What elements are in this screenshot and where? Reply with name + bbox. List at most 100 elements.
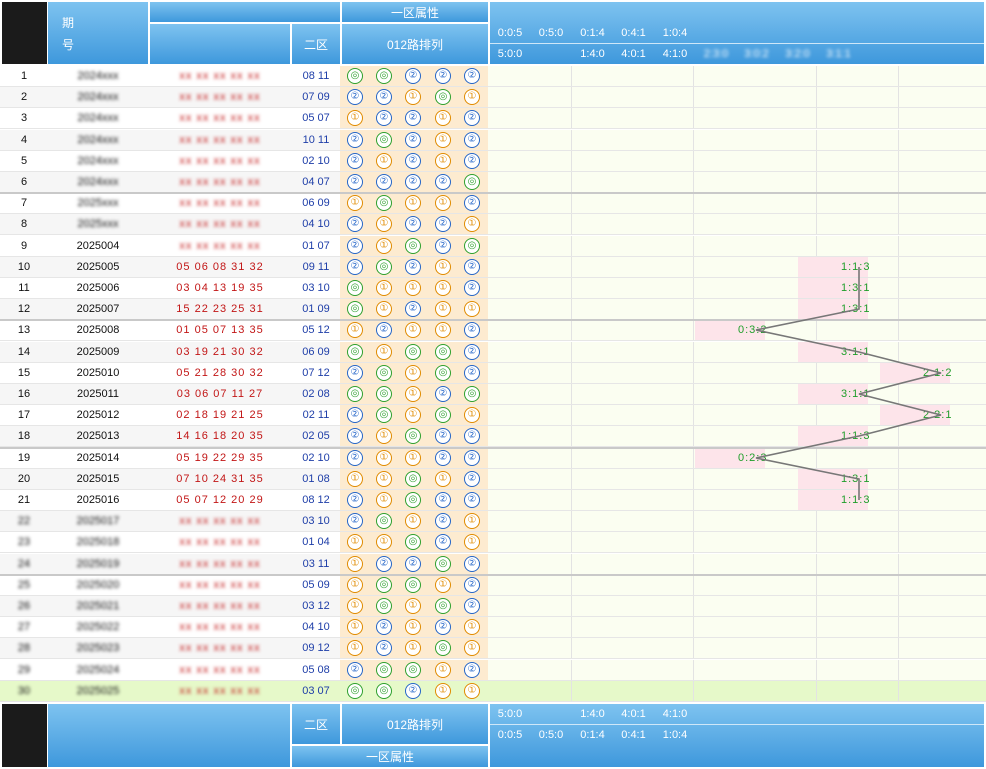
footer-ratio-row2-cell: 0:5:0 — [538, 729, 564, 741]
pattern-mark-2: ② — [464, 259, 480, 275]
pattern-mark-1: ① — [347, 577, 363, 593]
ratio-column-divider — [571, 448, 572, 468]
row-issue-number: 2025025 — [76, 685, 120, 697]
row-ratio-track — [488, 681, 986, 701]
ratio-column-divider — [898, 66, 899, 86]
row-pattern-cells: ② ◎ ① ◎ ② — [340, 363, 488, 383]
pattern-mark-2: ② — [347, 132, 363, 148]
ratio-value: 3:1:1 — [841, 346, 871, 358]
ratio-column-divider — [571, 342, 572, 362]
ratio-column-divider — [693, 172, 694, 192]
row-pattern-cells: ② ◎ ② ① ② — [340, 130, 488, 150]
ratio-header-row1-cell: 0:1:4 — [580, 27, 605, 39]
pattern-mark-2: ② — [405, 110, 421, 126]
pattern-mark-1: ① — [405, 619, 421, 635]
table-row: 2 2024xxx xx xx xx xx xx 07 09 ② ② ① ◎ ① — [0, 87, 986, 108]
ratio-value: 2:1:2 — [923, 367, 953, 379]
footer-ratio-row1-cell: 4:0:1 — [621, 708, 646, 720]
row-index: 11 — [18, 282, 30, 294]
ratio-column-divider — [693, 193, 694, 213]
row-issue-number: 2024xxx — [77, 91, 119, 103]
pattern-mark-2: ② — [435, 68, 451, 84]
ratio-header-row2-cell: 4:1:0 — [662, 48, 688, 60]
ratio-value: 1:3:1 — [841, 282, 871, 294]
pattern-mark-2: ② — [464, 68, 480, 84]
footer-issue-cell — [48, 704, 290, 767]
row-issue-number: 2025018 — [76, 536, 120, 548]
pattern-mark-1: ① — [435, 683, 451, 699]
pattern-mark-1: ① — [376, 280, 392, 296]
row-zone2-numbers: 02 08 — [302, 388, 330, 400]
pattern-mark-1: ① — [376, 216, 392, 232]
table-row: 13 2025008 01 05 07 13 35 05 12 ① ② ① ① ② 0:3:2 — [0, 320, 986, 341]
table-row: 20 2025015 07 10 24 31 35 01 08 ① ① ◎ ① ② 1:3:1 — [0, 469, 986, 490]
row-pattern-cells: ① ② ① ◎ ① — [340, 638, 488, 658]
row-index: 13 — [17, 324, 31, 336]
ratio-column-divider — [571, 405, 572, 425]
row-zone1-numbers: 03 04 13 19 35 — [176, 282, 264, 294]
ratio-hit-cell — [695, 320, 765, 340]
row-zone1-numbers: 14 16 18 20 35 — [176, 430, 264, 442]
pattern-mark-1: ① — [435, 662, 451, 678]
row-pattern-cells: ◎ ① ① ① ② — [340, 278, 488, 298]
pattern-mark-1: ① — [435, 577, 451, 593]
ratio-column-divider — [898, 617, 899, 637]
ratio-column-divider — [571, 236, 572, 256]
row-zone2-numbers: 06 09 — [302, 346, 330, 358]
ratio-column-divider — [571, 490, 572, 510]
row-zone2-numbers: 08 11 — [302, 70, 330, 82]
ratio-value: 2:2:1 — [923, 409, 953, 421]
row-issue-number: 2024xxx — [77, 134, 119, 146]
row-index: 1 — [20, 70, 28, 82]
pattern-mark-2: ② — [405, 153, 421, 169]
ratio-column-divider — [693, 405, 694, 425]
ratio-header-row1-cell: 1:0:4 — [662, 27, 688, 39]
row-zone1-numbers: xx xx xx xx xx — [179, 664, 261, 676]
pattern-mark-2: ② — [464, 365, 480, 381]
ratio-column-divider — [693, 426, 694, 446]
ratio-column-divider — [571, 660, 572, 680]
pattern-mark-1: ① — [435, 110, 451, 126]
ratio-header — [490, 2, 984, 64]
pattern-mark-1: ① — [347, 598, 363, 614]
zone2-header: 二区 — [292, 24, 340, 64]
pattern-mark-0: ◎ — [376, 513, 392, 529]
ratio-column-divider — [693, 532, 694, 552]
group-separator — [0, 319, 986, 321]
footer-ratio-row2-cell: 0:1:4 — [580, 729, 605, 741]
ratio-value: 1:1:3 — [841, 494, 871, 506]
row-index: 9 — [20, 240, 28, 252]
table-row: 26 2025021 xx xx xx xx xx 03 12 ① ◎ ① ◎ ② — [0, 596, 986, 617]
ratio-column-divider — [898, 87, 899, 107]
ratio-column-divider — [571, 575, 572, 595]
pattern-mark-2: ② — [347, 259, 363, 275]
ratio-hit-cell — [695, 448, 765, 468]
row-zone2-numbers: 01 09 — [302, 303, 330, 315]
row-index: 23 — [17, 536, 31, 548]
table-row: 12 2025007 15 22 23 25 31 01 09 ◎ ① ② ① ① 1:3:1 — [0, 299, 986, 320]
pattern-mark-0: ◎ — [435, 556, 451, 572]
table-row: 1 2024xxx xx xx xx xx xx 08 11 ◎ ◎ ② ② ② — [0, 66, 986, 87]
row-zone1-numbers: xx xx xx xx xx — [179, 558, 261, 570]
row-ratio-track — [488, 130, 986, 150]
row-zone2-numbers: 05 09 — [302, 579, 330, 591]
pattern-mark-2: ② — [435, 386, 451, 402]
pattern-mark-2: ② — [464, 344, 480, 360]
pattern-mark-0: ◎ — [464, 386, 480, 402]
table-row: 19 2025014 05 19 22 29 35 02 10 ② ① ① ② ② 0:2:3 — [0, 448, 986, 469]
row-issue-number: 2025016 — [76, 494, 120, 506]
row-zone1-numbers: 15 22 23 25 31 — [176, 303, 264, 315]
pattern-mark-0: ◎ — [405, 492, 421, 508]
table-row: 18 2025013 14 16 18 20 35 02 05 ② ① ◎ ② ② 1:1:3 — [0, 426, 986, 447]
row-index: 8 — [20, 218, 28, 230]
footer-corner — [2, 704, 47, 767]
row-ratio-track — [488, 299, 986, 319]
pattern-mark-1: ① — [376, 492, 392, 508]
ratio-column-divider — [816, 66, 817, 86]
pattern-mark-1: ① — [405, 195, 421, 211]
row-index: 28 — [17, 642, 31, 654]
row-ratio-track — [488, 151, 986, 171]
pattern-mark-1: ① — [464, 534, 480, 550]
row-pattern-cells: ② ◎ ② ① ② — [340, 257, 488, 277]
